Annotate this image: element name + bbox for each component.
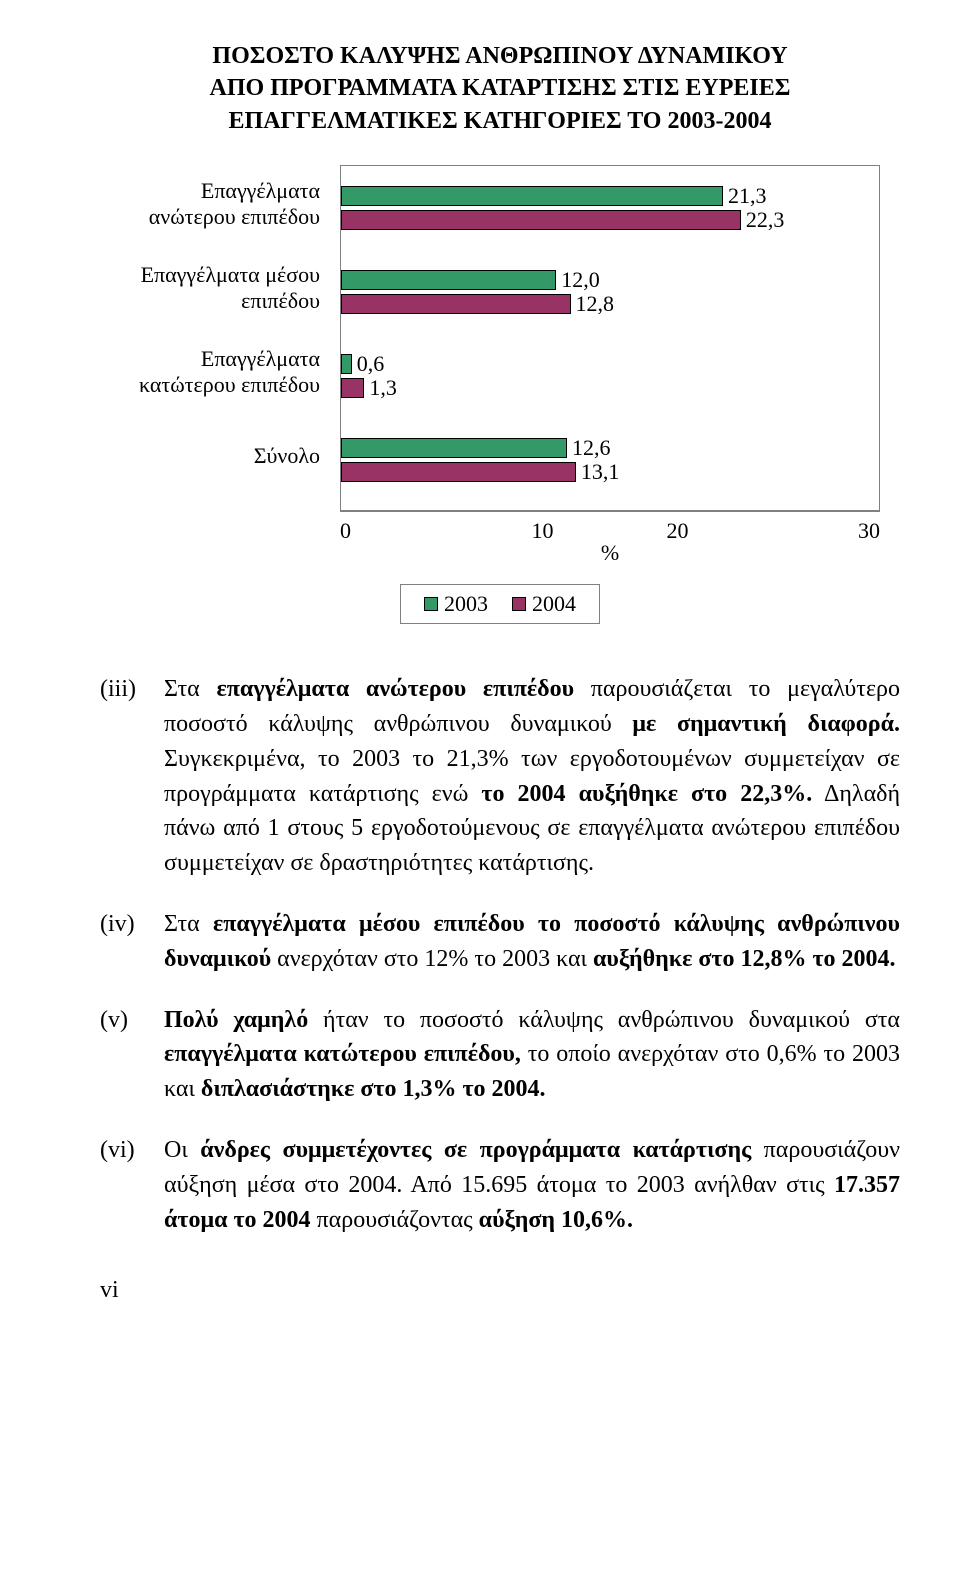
x-tick: 0 xyxy=(340,518,475,544)
bar-value-label: 1,3 xyxy=(369,375,397,401)
paragraph-marker: (v) xyxy=(100,1003,164,1107)
legend-label: 2003 xyxy=(444,591,488,617)
paragraph-content: Πολύ χαμηλό ήταν το ποσοστό κάλυψης ανθρ… xyxy=(164,1003,900,1107)
paragraph-content: Οι άνδρες συμμετέχοντες σε προγράμματα κ… xyxy=(164,1133,900,1237)
bar-value-label: 0,6 xyxy=(357,351,385,377)
bar: 0,6 xyxy=(341,354,352,374)
bar: 21,3 xyxy=(341,186,723,206)
category-label: Σύνολο xyxy=(100,417,320,495)
plot-inner: 21,322,312,012,80,61,312,613,1 xyxy=(341,170,879,506)
paragraph: (iv)Στα επαγγέλματα μέσου επιπέδου το πο… xyxy=(100,907,900,977)
bar-group: 21,322,3 xyxy=(341,170,879,248)
bar-value-label: 12,6 xyxy=(572,435,611,461)
bar-group: 12,613,1 xyxy=(341,422,879,500)
bar-group: 0,61,3 xyxy=(341,338,879,416)
category-label-line: επιπέδου xyxy=(100,288,320,314)
category-label-line: Επαγγέλματα xyxy=(100,178,320,204)
bar-group: 12,012,8 xyxy=(341,254,879,332)
bar-value-label: 22,3 xyxy=(746,207,785,233)
legend: 2003 2004 xyxy=(400,584,600,624)
legend-item: 2003 xyxy=(424,591,488,617)
bar: 13,1 xyxy=(341,462,576,482)
category-label-line: Επαγγέλματα xyxy=(100,346,320,372)
category-label: Επαγγέλματα μέσουεπιπέδου xyxy=(100,249,320,327)
bar: 22,3 xyxy=(341,210,741,230)
category-label-line: κατώτερου επιπέδου xyxy=(100,372,320,398)
title-line: ΑΠΟ ΠΡΟΓΡΑΜΜΑΤΑ ΚΑΤΑΡΤΙΣΗΣ ΣΤΙΣ ΕΥΡΕΙΕΣ xyxy=(100,72,900,104)
category-label: Επαγγέλματαανώτερου επιπέδου xyxy=(100,165,320,243)
x-tick: 30 xyxy=(745,518,880,544)
body-paragraphs: (iii)Στα επαγγέλματα ανώτερου επιπέδου π… xyxy=(100,672,900,1237)
page-number: vi xyxy=(100,1277,900,1304)
category-label-line: Σύνολο xyxy=(100,443,320,469)
paragraph-content: Στα επαγγέλματα μέσου επιπέδου το ποσοστ… xyxy=(164,907,900,977)
paragraph-marker: (vi) xyxy=(100,1133,164,1237)
bar-value-label: 21,3 xyxy=(728,183,767,209)
legend-swatch xyxy=(424,597,438,611)
chart-title: ΠΟΣΟΣΤΟ ΚΑΛΥΨΗΣ ΑΝΘΡΩΠΙΝΟΥ ΔΥΝΑΜΙΚΟΥ ΑΠΟ… xyxy=(100,40,900,137)
bar: 1,3 xyxy=(341,378,364,398)
bar: 12,0 xyxy=(341,270,556,290)
bar: 12,8 xyxy=(341,294,571,314)
paragraph-marker: (iv) xyxy=(100,907,164,977)
bar-value-label: 12,0 xyxy=(561,267,600,293)
chart-area: Επαγγέλματαανώτερου επιπέδουΕπαγγέλματα … xyxy=(100,165,900,511)
category-label-line: Επαγγέλματα μέσου xyxy=(100,262,320,288)
paragraph: (v)Πολύ χαμηλό ήταν το ποσοστό κάλυψης α… xyxy=(100,1003,900,1107)
bar-value-label: 13,1 xyxy=(581,459,620,485)
x-tick: 20 xyxy=(610,518,745,544)
paragraph-marker: (iii) xyxy=(100,672,164,881)
x-tick: 10 xyxy=(475,518,610,544)
legend-item: 2004 xyxy=(512,591,576,617)
y-category-labels: Επαγγέλματαανώτερου επιπέδουΕπαγγέλματα … xyxy=(100,165,320,511)
paragraph: (vi)Οι άνδρες συμμετέχοντες σε προγράμμα… xyxy=(100,1133,900,1237)
legend-swatch xyxy=(512,597,526,611)
bar: 12,6 xyxy=(341,438,567,458)
category-label: Επαγγέλματακατώτερου επιπέδου xyxy=(100,333,320,411)
title-line: ΕΠΑΓΓΕΛΜΑΤΙΚΕΣ ΚΑΤΗΓΟΡΙΕΣ ΤΟ 2003-2004 xyxy=(100,105,900,137)
category-label-line: ανώτερου επιπέδου xyxy=(100,204,320,230)
title-line: ΠΟΣΟΣΤΟ ΚΑΛΥΨΗΣ ΑΝΘΡΩΠΙΝΟΥ ΔΥΝΑΜΙΚΟΥ xyxy=(100,40,900,72)
legend-label: 2004 xyxy=(532,591,576,617)
bar-value-label: 12,8 xyxy=(576,291,615,317)
page: ΠΟΣΟΣΤΟ ΚΑΛΥΨΗΣ ΑΝΘΡΩΠΙΝΟΥ ΔΥΝΑΜΙΚΟΥ ΑΠΟ… xyxy=(0,0,960,1344)
paragraph: (iii)Στα επαγγέλματα ανώτερου επιπέδου π… xyxy=(100,672,900,881)
plot-box: 21,322,312,012,80,61,312,613,1 xyxy=(340,165,880,511)
paragraph-content: Στα επαγγέλματα ανώτερου επιπέδου παρουσ… xyxy=(164,672,900,881)
